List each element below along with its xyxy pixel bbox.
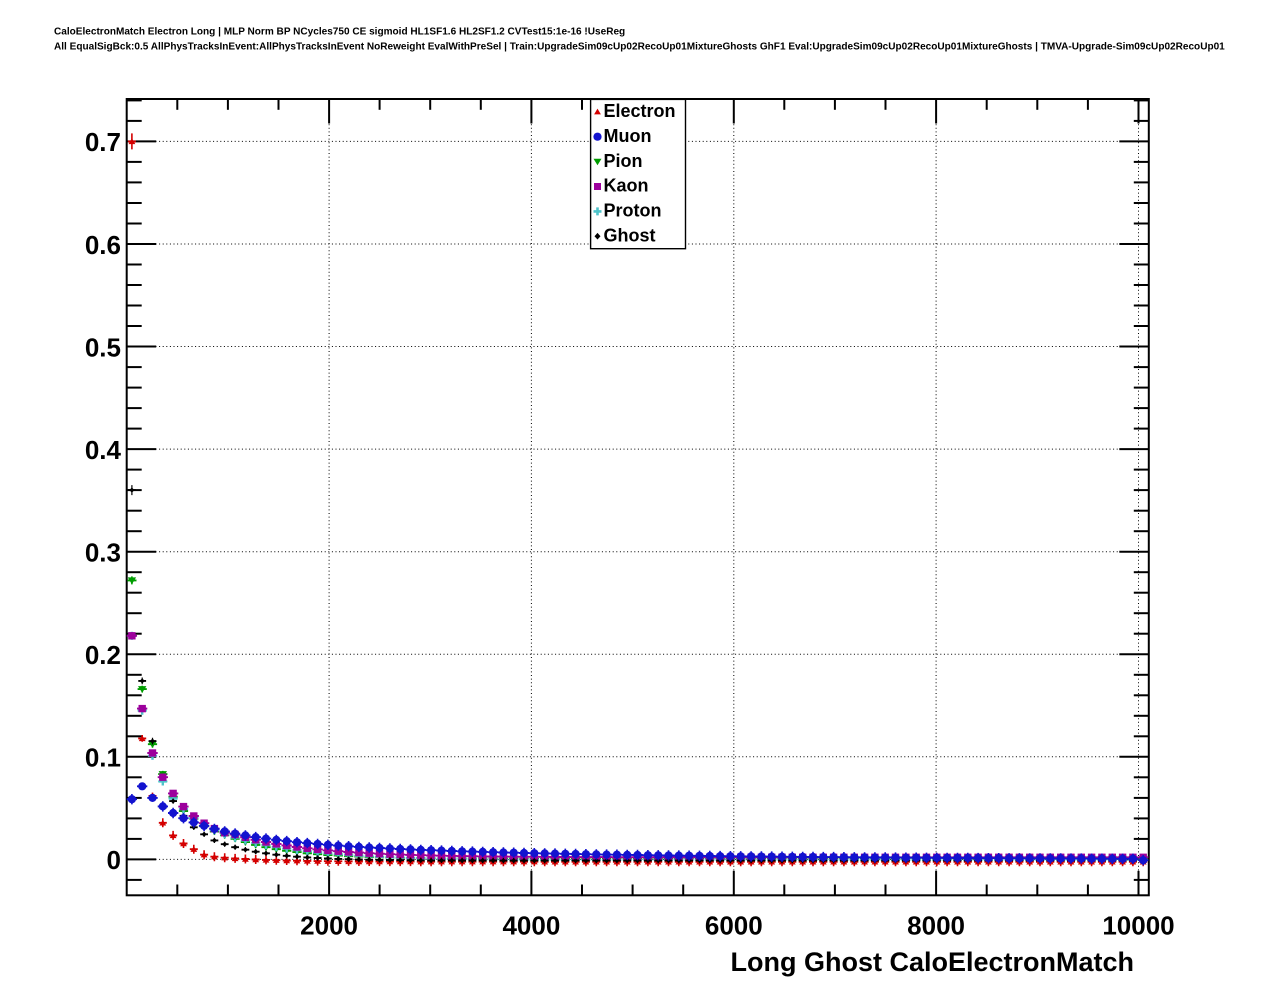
svg-text:Pion: Pion [604,151,643,171]
svg-text:8000: 8000 [907,911,965,941]
svg-text:0.4: 0.4 [85,435,122,465]
svg-text:0.3: 0.3 [85,538,121,568]
svg-text:Proton: Proton [604,201,662,221]
svg-text:0.5: 0.5 [85,332,121,362]
svg-text:CaloElectronMatch Electron Lon: CaloElectronMatch Electron Long | MLP No… [54,27,625,38]
svg-text:0: 0 [107,845,121,875]
svg-text:Long Ghost CaloElectronMatch: Long Ghost CaloElectronMatch [730,947,1134,977]
svg-text:6000: 6000 [705,911,763,941]
svg-text:0.1: 0.1 [85,743,121,773]
svg-text:All EqualSigBck:0.5 AllPhysTra: All EqualSigBck:0.5 AllPhysTracksInEvent… [54,42,1225,53]
svg-text:0.2: 0.2 [85,640,121,670]
svg-text:Electron: Electron [604,101,676,121]
svg-text:0.7: 0.7 [85,127,121,157]
svg-text:Ghost: Ghost [604,225,656,245]
svg-text:4000: 4000 [502,911,560,941]
svg-text:0.6: 0.6 [85,230,121,260]
svg-text:10000: 10000 [1102,911,1174,941]
svg-text:2000: 2000 [300,911,358,941]
svg-text:Kaon: Kaon [604,176,649,196]
svg-text:Muon: Muon [604,126,652,146]
